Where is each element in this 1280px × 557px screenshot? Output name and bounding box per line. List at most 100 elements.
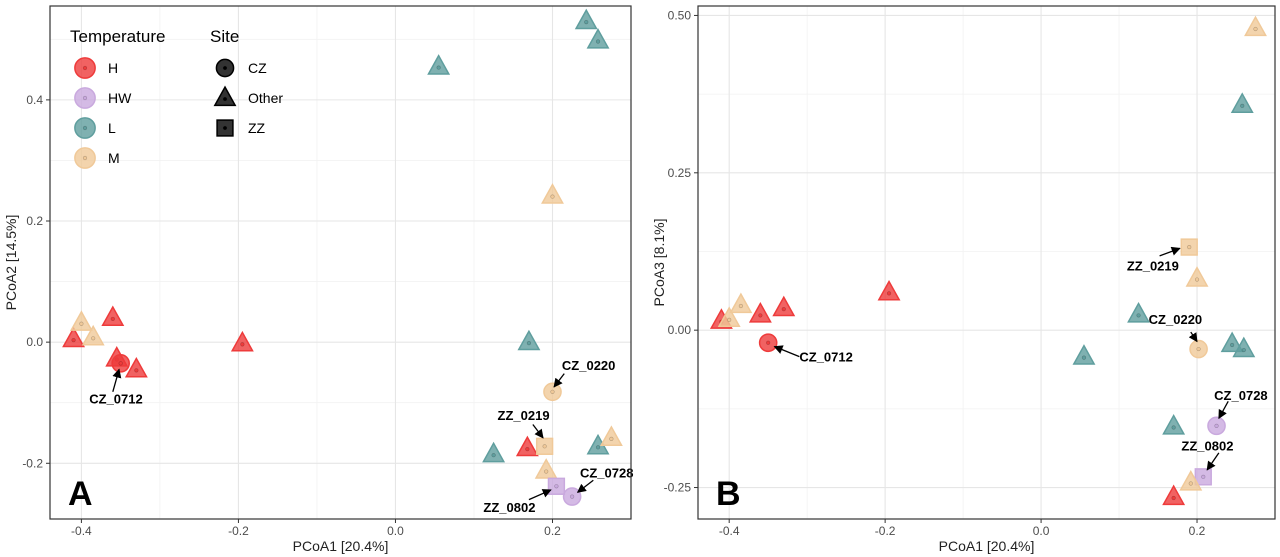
panel-b-point-center (1214, 423, 1219, 428)
panel-b-x-axis-label: PCoA1 [20.4%] (939, 538, 1035, 554)
legend-site-title: Site (210, 27, 239, 46)
panel-a-point-center (134, 368, 139, 373)
panel-b-annotation-arrow (1218, 400, 1229, 420)
panel-b-point (1162, 484, 1186, 506)
panel-b-point (717, 306, 741, 327)
panel-a-point-center (110, 316, 115, 322)
legend-temperature-label: HW (108, 90, 132, 106)
panel-a-point-center (570, 494, 575, 499)
panel-a-point (230, 330, 254, 352)
panel-a-x-tick-label: -0.2 (228, 524, 249, 538)
legend-site-label: ZZ (248, 120, 266, 136)
panel-a-point-center (79, 321, 84, 326)
panel-b-x-tick-label: 0.2 (1189, 524, 1206, 538)
panel-a-point (586, 28, 610, 49)
legend-temperature-key-center (82, 125, 88, 131)
panel-a-annotation-arrow (576, 479, 594, 493)
panel-a-point (517, 329, 541, 351)
panel-b-point-center (1201, 474, 1206, 479)
panel-a-point (599, 425, 623, 446)
legend-site-label: Other (248, 90, 283, 106)
panel-b-point-center (1171, 425, 1176, 430)
panel-b-point-center (1230, 342, 1235, 348)
panel-a-x-tick-label: 0.0 (387, 524, 404, 538)
panel-b-point-center (727, 317, 732, 322)
panel-a-point-center (595, 39, 601, 44)
panel-b-x-tick-label: -0.2 (875, 524, 896, 538)
panel-b-annotation-arrow (1206, 452, 1220, 471)
panel-a-point (574, 8, 598, 30)
legend-site-key (213, 85, 237, 107)
panel-a-point-center (609, 436, 614, 441)
panel-b-point (1220, 331, 1244, 353)
panel-a-y-tick-label: 0.2 (26, 214, 43, 228)
panel-b-point-center (1136, 313, 1141, 318)
panel-a-point-center (584, 20, 589, 25)
panel-b-point-center (1194, 277, 1200, 282)
panel-a-point-center (240, 342, 245, 347)
panel-a-point-center (436, 65, 441, 70)
legend: Temperature H HW LM Site CZ Other ZZ (70, 27, 283, 169)
panel-a-plot: -0.4 -0.2 0.0 0.2 -0.2 0.0 0.2 0.4 PCoA1 [20.4%]… (3, 5, 633, 554)
panel-b-point (877, 279, 901, 301)
panel-a-y-tick-label: 0.0 (26, 335, 43, 349)
panel-b-point-center (1240, 103, 1245, 108)
panel-b-point-center (886, 291, 892, 296)
panel-a-letter: A (68, 475, 93, 513)
panel-b-point (1179, 470, 1203, 491)
panel-a-annotation-label: ZZ_0219 (498, 408, 550, 423)
panel-b-point-center (1187, 244, 1192, 250)
panel-b-point-center (781, 307, 786, 312)
panel-b-point (1232, 336, 1256, 358)
panel-b-point (772, 295, 796, 317)
panel-b-y-tick-label: -0.25 (664, 481, 692, 495)
panel-a-point (81, 324, 105, 346)
panel-a-annotation-arrow (553, 373, 565, 388)
panel-a-plot-background (50, 6, 631, 519)
legend-temperature-key-center (82, 65, 88, 71)
panel-b-y-tick-label: 0.00 (668, 323, 692, 337)
panel-b-point-center (1196, 346, 1201, 352)
panel-b-y-axis-label: PCoA3 [8.1%] (651, 219, 667, 307)
panel-b-point-center (1081, 355, 1087, 360)
panel-b-point (1185, 266, 1209, 287)
panel-b-annotation-arrow (1188, 331, 1198, 343)
panel-b-border (697, 5, 1276, 520)
panel-b-point (1072, 344, 1096, 365)
panel-a-annotation-label: ZZ_0802 (483, 500, 535, 515)
panel-b-point-center (758, 313, 763, 318)
legend-site-key-center (222, 125, 228, 131)
panel-a-point (427, 54, 451, 75)
panel-a-x-tick-label: 0.2 (544, 524, 561, 538)
panel-a-point-center (91, 336, 96, 341)
panel-b-point (1162, 414, 1186, 435)
legend-site-key-center (222, 65, 228, 71)
legend-temperature-label: M (108, 150, 120, 166)
panel-b-point (1127, 301, 1150, 323)
panel-a-point-center (542, 444, 547, 449)
panel-b-point (1230, 92, 1254, 113)
panel-a-annotation-arrow (528, 489, 552, 501)
panel-a-point-center (550, 194, 555, 199)
panel-a-annotation-label: CZ_0712 (89, 391, 142, 406)
panel-a-y-tick-label: 0.4 (26, 93, 43, 107)
panel-b-point (1244, 15, 1267, 37)
panel-b-point-center (1253, 26, 1258, 32)
panel-a-point-center (595, 445, 601, 450)
panel-a-annotation-arrow (532, 424, 544, 439)
panel-a-point-center (550, 389, 555, 394)
panel-a-point (124, 356, 148, 378)
panel-b-x-tick-label: -0.4 (719, 524, 740, 538)
panel-a-annotation-label: CZ_0728 (580, 465, 633, 480)
panel-b-x-tick-label: 0.0 (1033, 524, 1050, 538)
panel-b-annotation-label: CZ_0220 (1149, 312, 1202, 327)
legend-temperature-key-center (82, 95, 88, 101)
panel-b-y-tick-label: 0.25 (668, 166, 692, 180)
panel-b-point (729, 292, 753, 314)
panel-a-point (482, 441, 506, 463)
panel-b-annotation-arrow (773, 345, 800, 358)
panel-b-plot: -0.4 -0.2 0.0 0.2 -0.25 0.00 0.25 0.50 PCoA1 [20… (651, 5, 1276, 554)
panel-a-border (49, 5, 632, 520)
panel-b-annotation-label: ZZ_0802 (1181, 438, 1233, 453)
